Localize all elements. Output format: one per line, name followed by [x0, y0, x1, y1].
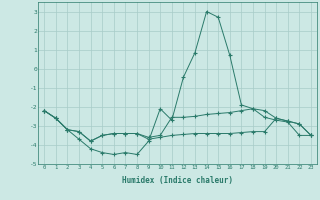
X-axis label: Humidex (Indice chaleur): Humidex (Indice chaleur) [122, 176, 233, 185]
